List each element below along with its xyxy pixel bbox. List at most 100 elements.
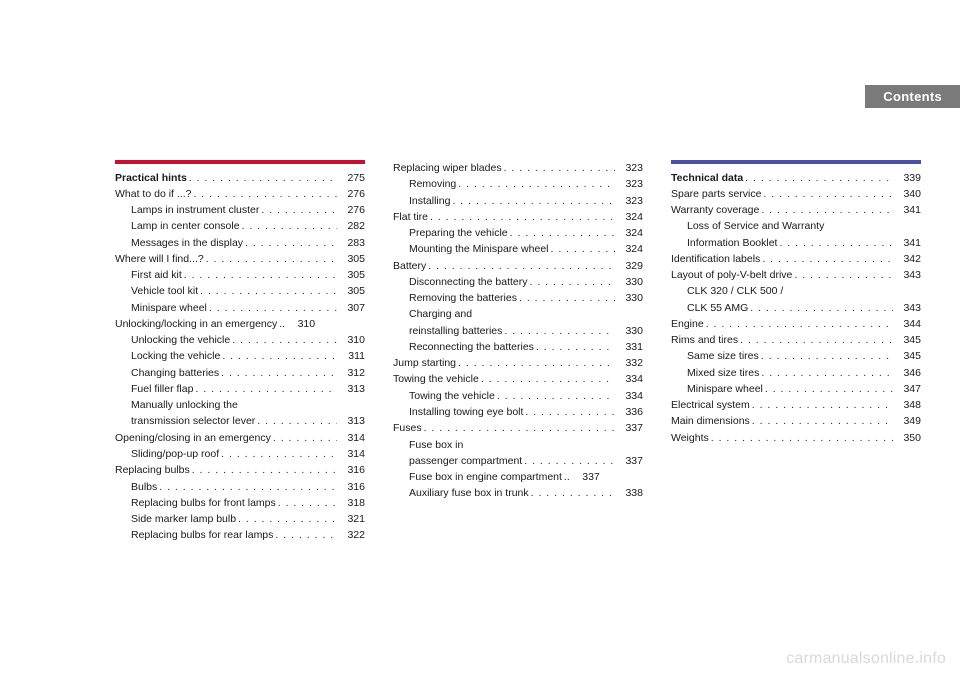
toc-label: transmission selector lever <box>131 413 255 429</box>
toc-page: 343 <box>893 267 921 283</box>
toc-label: Spare parts service <box>671 186 761 202</box>
toc-dots: . . . . . . . . . . . . . . . . . . . . … <box>422 420 615 436</box>
toc-dots: . . . . . . . . . . . . . . . . . . . . … <box>748 300 893 316</box>
toc-dots: . . . . . . . . . . . . . . . . . . . . … <box>219 365 337 381</box>
toc-page: 330 <box>615 274 643 290</box>
toc-row: Removing the batteries. . . . . . . . . … <box>393 290 643 306</box>
toc-page: 316 <box>337 462 365 478</box>
toc-row: reinstalling batteries. . . . . . . . . … <box>393 323 643 339</box>
toc-dots: . . . . . . . . . . . . . . . . . . . . … <box>428 209 615 225</box>
toc-dots: . . . . . . . . . . . . . . . . . . . . … <box>191 186 337 202</box>
toc-row: Minispare wheel. . . . . . . . . . . . .… <box>115 300 365 316</box>
toc-page: 305 <box>337 283 365 299</box>
toc-page: 349 <box>893 413 921 429</box>
toc-page: 322 <box>337 527 365 543</box>
toc-page: 310 <box>287 316 315 332</box>
toc-page: 339 <box>893 170 921 186</box>
toc-row: Unlocking the vehicle. . . . . . . . . .… <box>115 332 365 348</box>
toc-row: Changing batteries. . . . . . . . . . . … <box>115 365 365 381</box>
toc-page: 329 <box>615 258 643 274</box>
toc-page: 318 <box>337 495 365 511</box>
toc-row: Replacing bulbs for front lamps. . . . .… <box>115 495 365 511</box>
toc-dots: . . . . . . . . . . . . . . . . . . . . … <box>759 202 893 218</box>
toc-row: Engine. . . . . . . . . . . . . . . . . … <box>671 316 921 332</box>
toc-page: 338 <box>615 485 643 501</box>
toc-row: Fuel filler flap. . . . . . . . . . . . … <box>115 381 365 397</box>
toc-page: 323 <box>615 160 643 176</box>
toc-dots: . . . . . . . . . . . . . . . . . . . . … <box>243 235 337 251</box>
toc-label: Mixed size tires <box>687 365 759 381</box>
toc-page: 307 <box>337 300 365 316</box>
toc-label: Reconnecting the batteries <box>409 339 534 355</box>
toc-row: CLK 55 AMG. . . . . . . . . . . . . . . … <box>671 300 921 316</box>
toc-label: Towing the vehicle <box>393 371 479 387</box>
toc-row: Rims and tires. . . . . . . . . . . . . … <box>671 332 921 348</box>
toc-row: Replacing bulbs for rear lamps. . . . . … <box>115 527 365 543</box>
toc-dots: . . . . . . . . . . . . . . . . . . . . … <box>198 283 337 299</box>
toc-page: 321 <box>337 511 365 527</box>
toc-page: 305 <box>337 251 365 267</box>
toc-dots: . . . . . . . . . . . . . . . . . . . . … <box>523 404 615 420</box>
toc-dots: . . . . . . . . . . . . . . . . . . . . … <box>763 381 893 397</box>
toc-page: 311 <box>337 348 365 364</box>
toc-page: 330 <box>615 323 643 339</box>
toc-row: Main dimensions. . . . . . . . . . . . .… <box>671 413 921 429</box>
toc-page: 342 <box>893 251 921 267</box>
toc-row: Mixed size tires. . . . . . . . . . . . … <box>671 365 921 381</box>
toc-page: 337 <box>615 453 643 469</box>
toc-dots: . . . . . . . . . . . . . . . . . . . . … <box>738 332 893 348</box>
toc-label: Lamps in instrument cluster <box>131 202 259 218</box>
toc-row: Auxiliary fuse box in trunk. . . . . . .… <box>393 485 643 501</box>
toc-row: transmission selector lever. . . . . . .… <box>115 413 365 429</box>
toc-row: Minispare wheel. . . . . . . . . . . . .… <box>671 381 921 397</box>
toc-row: Bulbs. . . . . . . . . . . . . . . . . .… <box>115 479 365 495</box>
toc-label: Technical data <box>671 170 743 186</box>
toc-page: 276 <box>337 202 365 218</box>
toc-row: First aid kit. . . . . . . . . . . . . .… <box>115 267 365 283</box>
toc-dots: . . . . . . . . . . . . . . . . . . . . … <box>759 365 893 381</box>
toc-label: Layout of poly-V-belt drive <box>671 267 792 283</box>
toc-label: Mounting the Minispare wheel <box>409 241 549 257</box>
toc-label: Rims and tires <box>671 332 738 348</box>
toc-row: Charging and <box>393 306 643 322</box>
toc-row: Towing the vehicle. . . . . . . . . . . … <box>393 371 643 387</box>
toc-page: 347 <box>893 381 921 397</box>
toc-dots: . . . . . . . . . . . . . . . . . . . . … <box>230 332 337 348</box>
toc-label: First aid kit <box>131 267 182 283</box>
toc-row: Replacing bulbs. . . . . . . . . . . . .… <box>115 462 365 478</box>
toc-label: Vehicle tool kit <box>131 283 198 299</box>
toc-row: Installing towing eye bolt. . . . . . . … <box>393 404 643 420</box>
toc-page: 305 <box>337 267 365 283</box>
toc-label: Sliding/pop-up roof <box>131 446 219 462</box>
toc-page: 334 <box>615 371 643 387</box>
toc-row: Same size tires. . . . . . . . . . . . .… <box>671 348 921 364</box>
toc-page: 330 <box>615 290 643 306</box>
toc-row: Fuse box in engine compartment..337 <box>393 469 643 485</box>
toc-dots: . . . . . . . . . . . . . . . . . . . . … <box>220 348 337 364</box>
toc-row: Side marker lamp bulb. . . . . . . . . .… <box>115 511 365 527</box>
toc-label: Removing the batteries <box>409 290 517 306</box>
toc-dots: .. <box>277 316 287 332</box>
toc-dots: . . . . . . . . . . . . . . . . . . . . … <box>259 202 337 218</box>
toc-page: 348 <box>893 397 921 413</box>
toc-label: Fuse box in <box>409 437 463 453</box>
toc-page: 324 <box>615 241 643 257</box>
toc-label: Where will I find...? <box>115 251 204 267</box>
section-bar <box>671 160 921 164</box>
toc-label: Side marker lamp bulb <box>131 511 236 527</box>
toc-label: Locking the vehicle <box>131 348 220 364</box>
toc-row: Layout of poly-V-belt drive. . . . . . .… <box>671 267 921 283</box>
toc-row: Electrical system. . . . . . . . . . . .… <box>671 397 921 413</box>
toc-row: Installing. . . . . . . . . . . . . . . … <box>393 193 643 209</box>
toc-dots: . . . . . . . . . . . . . . . . . . . . … <box>502 323 615 339</box>
toc-page: 343 <box>893 300 921 316</box>
toc-label: Fuel filler flap <box>131 381 193 397</box>
toc-page: 332 <box>615 355 643 371</box>
toc-dots: . . . . . . . . . . . . . . . . . . . . … <box>527 274 615 290</box>
toc-row: Practical hints. . . . . . . . . . . . .… <box>115 170 365 186</box>
toc-dots: . . . . . . . . . . . . . . . . . . . . … <box>517 290 615 306</box>
toc-page: 334 <box>615 388 643 404</box>
toc-dots: . . . . . . . . . . . . . . . . . . . . … <box>760 251 893 267</box>
toc-page: 316 <box>337 479 365 495</box>
toc-row: Battery. . . . . . . . . . . . . . . . .… <box>393 258 643 274</box>
